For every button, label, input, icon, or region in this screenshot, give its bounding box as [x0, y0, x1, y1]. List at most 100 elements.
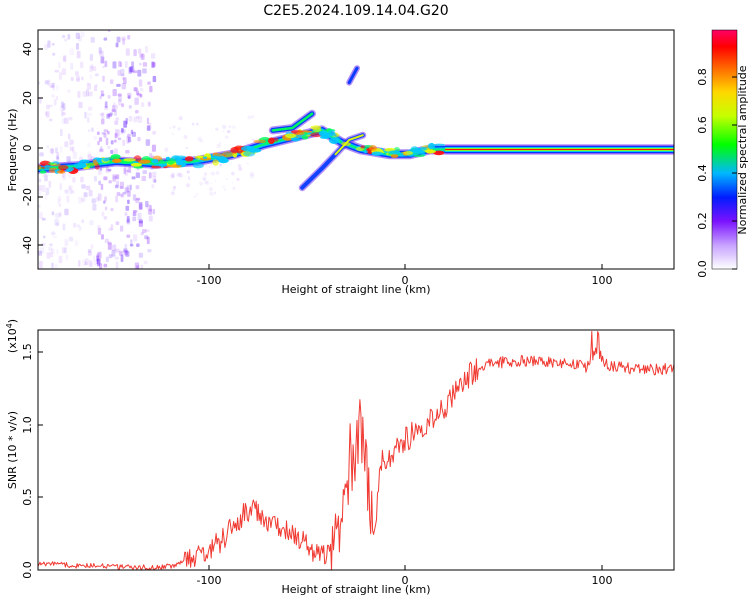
heatmap-noise-cell	[51, 231, 56, 236]
heatmap-noise-cell	[139, 87, 144, 92]
heatmap-background-speckle	[200, 139, 204, 143]
heatmap-noise-cell	[114, 256, 119, 260]
heatmap-ridge-spot	[312, 127, 322, 132]
heatmap-noise-cell	[45, 187, 50, 196]
heatmap-background-speckle	[209, 191, 214, 196]
heatmap-ytick-label-0: 0	[21, 145, 34, 152]
heatmap-ridge-spot	[137, 159, 151, 164]
heatmap-noise-cell	[119, 193, 123, 197]
heatmap-noise-cell	[47, 79, 51, 87]
heatmap-noise-cell	[59, 146, 63, 153]
heatmap-noise-cell	[64, 117, 69, 124]
heatmap-background-speckle	[207, 181, 209, 183]
heatmap-noise-cell	[96, 255, 99, 262]
heatmap-background-speckle	[215, 127, 219, 131]
heatmap-noise-cell	[51, 82, 55, 88]
heatmap-noise-cell	[152, 208, 156, 215]
heatmap-noise-cell	[78, 260, 81, 267]
heatmap-noise-cell	[57, 196, 62, 201]
heatmap-background-speckle	[208, 187, 213, 192]
heatmap-noise-cell	[111, 108, 117, 113]
snr-xtick-label-neg100: -100	[197, 574, 222, 587]
heatmap-noise-cell	[152, 130, 156, 135]
heatmap-noise-cell	[126, 234, 131, 238]
heatmap-isolated-blob	[347, 66, 359, 85]
heatmap-noise-cell	[55, 155, 60, 160]
heatmap-ridge-spot	[220, 157, 228, 162]
heatmap-ridge-spot	[175, 158, 184, 166]
heatmap-noise-cell	[51, 42, 55, 46]
heatmap-noise-cell	[135, 110, 139, 114]
heatmap-noise-cell	[129, 243, 134, 247]
heatmap-noise-cell	[138, 252, 144, 258]
heatmap-background-speckle	[186, 170, 189, 173]
heatmap-noise-cell	[104, 105, 109, 110]
heatmap-background-speckle	[172, 125, 176, 129]
heatmap-ridge-spot	[428, 142, 436, 150]
heatmap-noise-cell	[133, 116, 138, 123]
heatmap-noise-cell	[49, 118, 53, 122]
heatmap-noise-cell	[48, 246, 53, 252]
heatmap-noise-cell	[115, 129, 120, 137]
heatmap-background-speckle	[238, 167, 243, 171]
heatmap-noise-cell	[105, 256, 109, 263]
heatmap-ridge-spot	[433, 150, 445, 156]
heatmap-noise-cell	[84, 258, 89, 266]
heatmap-noise-cell	[113, 139, 117, 143]
snr-ytick-label-05: 0.5	[21, 488, 34, 506]
heatmap-noise-cell	[125, 150, 130, 154]
heatmap-noise-cell	[115, 221, 120, 226]
heatmap-noise-cell	[125, 48, 130, 56]
heatmap-noise-cell	[108, 227, 113, 231]
heatmap-noise-cell	[109, 112, 113, 116]
heatmap-noise-cell	[121, 129, 126, 134]
heatmap-noise-cell	[38, 188, 42, 196]
heatmap-ridge-spot	[38, 164, 42, 170]
heatmap-xtick-label-100: 100	[592, 274, 613, 287]
heatmap-noise-cell	[87, 112, 92, 117]
heatmap-background-speckle	[218, 142, 222, 145]
heatmap-noise-cell	[120, 129, 123, 135]
heatmap-noise-cell	[61, 110, 64, 117]
heatmap-noise-cell	[84, 111, 87, 119]
heatmap-background-speckle	[249, 171, 255, 177]
heatmap-noise-cell	[93, 259, 97, 267]
heatmap-ridge-spot	[301, 135, 309, 140]
heatmap-noise-cell	[117, 70, 121, 76]
snr-ytick-label-0: 0.0	[21, 561, 34, 579]
heatmap-background-speckle	[219, 163, 222, 167]
heatmap-noise-cell	[101, 211, 105, 217]
heatmap-noise-cell	[96, 253, 100, 258]
snr-exponent-superscript: 4	[5, 323, 14, 328]
heatmap-noise-cell	[118, 61, 122, 67]
heatmap-noise-cell	[126, 169, 130, 173]
snr-exponent-suffix: )	[6, 319, 19, 323]
heatmap-noise-cell	[96, 257, 101, 265]
heatmap-noise-cell	[83, 192, 88, 198]
heatmap-x-ticks: -100 0 100	[197, 264, 613, 287]
heatmap-ridge-spot	[363, 150, 368, 154]
heatmap-noise-cell	[51, 211, 55, 216]
heatmap-noise-cell	[138, 62, 142, 66]
heatmap-noise-cell	[65, 254, 69, 261]
heatmap-noise-cell	[127, 199, 130, 205]
heatmap-ridge-spot	[110, 154, 121, 160]
heatmap-noise-cell	[138, 79, 143, 87]
heatmap-noise-cell	[106, 130, 110, 135]
heatmap-noise-cell	[148, 172, 152, 179]
heatmap-noise-cell	[122, 139, 126, 146]
heatmap-noise-cell	[132, 194, 137, 201]
heatmap-noise-cell	[119, 250, 123, 256]
heatmap-noise-cell	[129, 184, 132, 191]
heatmap-noise-cell	[108, 254, 113, 259]
heatmap-noise-cell	[122, 38, 126, 45]
heatmap-noise-cell	[95, 83, 98, 87]
heatmap-noise-cell	[77, 196, 83, 204]
heatmap-noise-cell	[89, 65, 93, 73]
heatmap-ridge-spot	[165, 156, 171, 160]
heatmap-noise-cell	[57, 199, 61, 205]
heatmap-background-speckle	[183, 134, 188, 139]
heatmap-noise-cell	[98, 169, 102, 175]
heatmap-noise-cell	[107, 95, 111, 99]
